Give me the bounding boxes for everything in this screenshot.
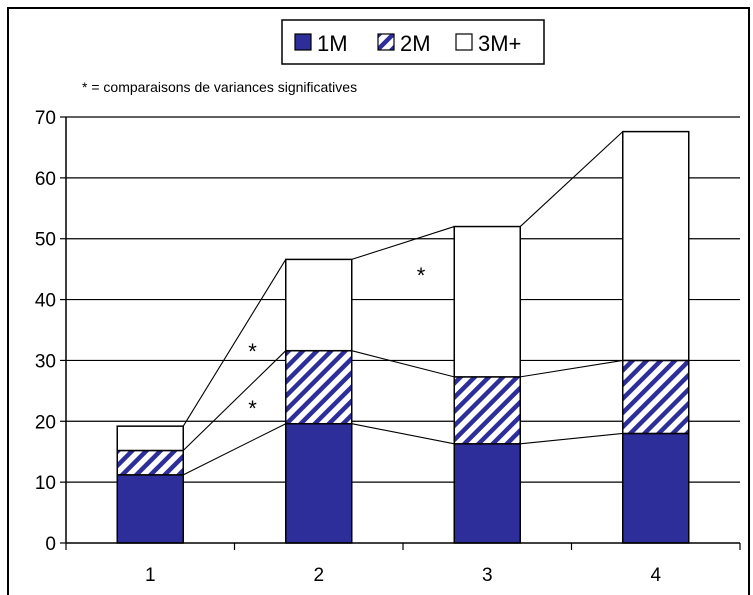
annotations: * * * — [248, 263, 426, 421]
x-tick-label: 2 — [313, 565, 324, 586]
x-tick-label: 3 — [482, 565, 493, 586]
bar-segment-3m- — [116, 425, 184, 452]
legend-label: 2M — [400, 31, 431, 56]
connector-lines — [182, 131, 624, 476]
x-tick-label: 1 — [145, 565, 156, 586]
legend-swatch — [294, 33, 312, 51]
bar-segment-3m- — [453, 225, 521, 378]
legend-label: 1M — [317, 31, 348, 56]
y-tick-label: 40 — [35, 291, 56, 312]
legend: 1M 2M 3M+ — [281, 19, 545, 65]
bar-segment-1m — [116, 474, 184, 544]
bar-segment-2m — [285, 349, 353, 425]
bars — [116, 130, 690, 544]
bar-segment-3m- — [285, 258, 353, 352]
connector-line — [182, 350, 287, 451]
legend-swatch — [455, 33, 473, 51]
connector-line — [520, 359, 623, 378]
axes: 0 10 20 30 40 50 60 70 1 2 3 4 — [35, 108, 741, 586]
significance-asterisk: * — [248, 339, 257, 364]
x-tick-label: 4 — [650, 565, 661, 586]
bar-segment-2m — [116, 449, 184, 476]
y-tick-label: 50 — [35, 230, 56, 251]
bar-segment-2m — [453, 376, 521, 445]
bar-segment-2m — [622, 359, 690, 435]
connector-line — [519, 131, 624, 227]
significance-asterisk: * — [248, 396, 257, 421]
y-tick-label: 20 — [35, 412, 56, 433]
legend-swatch — [377, 33, 395, 51]
legend-label: 3M+ — [478, 31, 521, 56]
connector-line — [351, 226, 455, 260]
y-tick-label: 70 — [35, 108, 56, 129]
legend-box — [281, 19, 545, 65]
bar-segment-3m- — [622, 130, 690, 362]
y-tick-label: 30 — [35, 351, 56, 372]
bar-segment-1m — [622, 432, 690, 544]
bar-segment-1m — [453, 443, 521, 544]
connector-line — [182, 259, 287, 427]
y-tick-label: 10 — [35, 473, 56, 494]
connector-line — [183, 423, 286, 476]
bar-segment-1m — [285, 422, 353, 544]
connector-line — [351, 350, 455, 378]
significance-asterisk: * — [417, 263, 426, 288]
y-tick-label: 0 — [45, 534, 56, 555]
connector-line — [351, 423, 455, 445]
connector-line — [520, 432, 623, 445]
y-tick-label: 60 — [35, 169, 56, 190]
chart-note: * = comparaisons de variances significat… — [82, 79, 357, 95]
